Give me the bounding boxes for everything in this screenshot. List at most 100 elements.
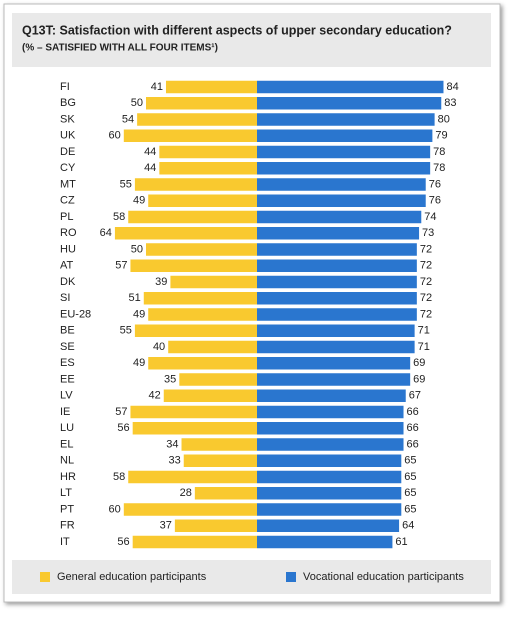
bar (128, 210, 257, 224)
value-label: 64 (402, 520, 414, 532)
value-label: 76 (429, 178, 441, 190)
legend-box (12, 560, 491, 594)
bar (148, 194, 257, 207)
category-label: FR (60, 520, 75, 532)
value-label: 56 (117, 422, 129, 434)
bar (257, 162, 431, 175)
value-label: 69 (413, 373, 425, 385)
bar (170, 275, 257, 289)
legend-label: Vocational education participants (303, 571, 464, 583)
value-label: 49 (133, 308, 145, 320)
category-label: SE (60, 341, 75, 353)
value-label: 71 (418, 325, 430, 337)
category-label: RO (60, 227, 77, 239)
category-label: UK (60, 130, 76, 142)
bar (257, 454, 402, 467)
bar (165, 80, 257, 94)
value-label: 41 (151, 81, 163, 93)
value-label: 50 (131, 97, 143, 109)
bar (257, 470, 402, 484)
value-label: 33 (168, 455, 180, 467)
value-label: 60 (109, 503, 121, 515)
value-label: 49 (133, 357, 145, 369)
value-label: 65 (404, 487, 416, 499)
value-label: 84 (446, 81, 458, 93)
value-label: 72 (420, 308, 432, 320)
value-label: 58 (113, 211, 125, 223)
value-label: 49 (133, 195, 145, 207)
bar (257, 113, 435, 126)
bar (257, 389, 406, 402)
bar (183, 454, 257, 467)
bar (123, 503, 257, 516)
bar (257, 243, 417, 256)
category-label: CZ (60, 195, 75, 207)
category-label: EE (60, 373, 75, 385)
value-label: 50 (131, 243, 143, 255)
bar (257, 178, 426, 191)
category-label: NL (60, 455, 74, 467)
bar (257, 535, 393, 549)
value-label: 71 (418, 341, 430, 353)
bar (114, 227, 257, 240)
bar (132, 535, 257, 549)
bar (137, 113, 257, 126)
bar (181, 438, 257, 451)
value-label: 37 (160, 520, 172, 532)
bar (257, 194, 426, 207)
value-label: 44 (144, 146, 156, 158)
value-label: 58 (113, 471, 125, 483)
value-label: 67 (409, 390, 421, 402)
category-label: SI (60, 292, 70, 304)
bar (159, 145, 257, 159)
category-label: AT (60, 260, 74, 272)
bar (257, 275, 417, 289)
category-label: HU (60, 243, 76, 255)
category-label: DE (60, 146, 75, 158)
category-label: BG (60, 97, 76, 109)
bar (257, 292, 417, 305)
bar (257, 373, 411, 386)
bar (174, 519, 257, 532)
title-box (12, 13, 491, 67)
bar (159, 162, 257, 175)
category-label: LT (60, 487, 72, 499)
category-label: EL (60, 438, 73, 450)
value-label: 28 (180, 487, 192, 499)
bar (146, 97, 257, 110)
bar (257, 308, 417, 321)
value-label: 54 (122, 113, 134, 125)
value-label: 55 (120, 325, 132, 337)
category-label: IT (60, 536, 70, 548)
value-label: 72 (420, 292, 432, 304)
bar (257, 357, 411, 370)
value-label: 35 (164, 373, 176, 385)
category-label: DK (60, 276, 76, 288)
bar (130, 259, 257, 272)
category-label: EU-28 (60, 308, 91, 320)
category-label: PT (60, 503, 74, 515)
category-label: LV (60, 390, 73, 402)
plot: FI 41 84 BG 50 83 SK 54 80 UK 60 79 DE 44 78 CY 44 78 MT 55… (40, 80, 464, 583)
bar (257, 405, 404, 419)
category-label: HR (60, 471, 76, 483)
category-label: LU (60, 422, 74, 434)
bar (257, 324, 415, 337)
bar (257, 503, 402, 516)
bar (194, 487, 257, 500)
value-label: 56 (117, 536, 129, 548)
category-label: IE (60, 406, 70, 418)
bar (134, 324, 257, 337)
value-label: 55 (120, 178, 132, 190)
chart-title: Q13T: Satisfaction with different aspect… (22, 23, 452, 37)
bar (143, 292, 257, 305)
value-label: 78 (433, 146, 445, 158)
value-label: 44 (144, 162, 156, 174)
bar (257, 519, 400, 532)
legend-swatch (286, 572, 296, 582)
value-label: 65 (404, 455, 416, 467)
value-label: 72 (420, 276, 432, 288)
value-label: 79 (435, 130, 447, 142)
category-label: ES (60, 357, 75, 369)
value-label: 51 (129, 292, 141, 304)
